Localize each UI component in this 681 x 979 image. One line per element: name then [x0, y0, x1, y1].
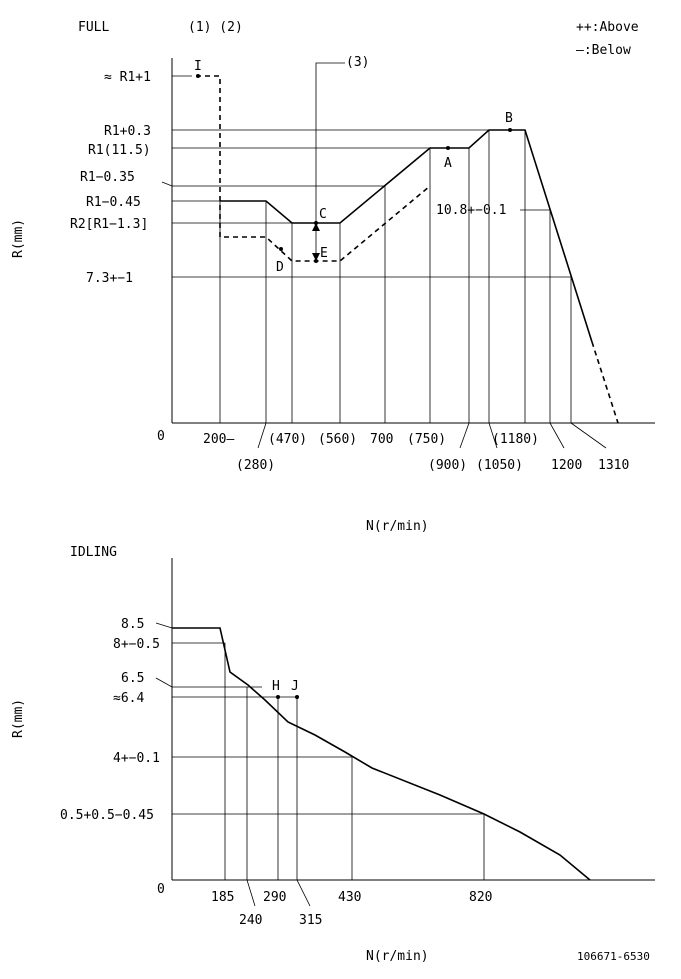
point-h-label: H: [272, 679, 280, 694]
leader-1310: [570, 422, 607, 449]
full-title: FULL: [78, 20, 109, 35]
full-notes: (1) (2): [188, 20, 243, 35]
full-curve-dashed-tail: [591, 341, 619, 424]
point-b-label: B: [505, 111, 513, 126]
point-e-label: E: [320, 246, 328, 261]
point-j-label: J: [291, 679, 299, 694]
right-label-10-8: 10.8+−0.1: [436, 203, 506, 218]
x-label-1310: 1310: [598, 458, 629, 473]
point-b-dot: [508, 128, 512, 132]
x-label-200: 200—: [203, 432, 234, 447]
idle-x-label-820: 820: [469, 890, 492, 905]
idle-y-label-0-5: 0.5+0.5−0.45: [60, 808, 154, 823]
e-arrow-down: [312, 253, 320, 261]
x-label-750: (750): [407, 432, 446, 447]
x-label-1200: 1200: [551, 458, 582, 473]
idle-x-label-185: 185: [211, 890, 234, 905]
x-label-560: (560): [318, 432, 357, 447]
leader-note-3: [315, 62, 345, 223]
y-label-r1-plus-0-3: R1+0.3: [104, 124, 151, 139]
legend-above: ++:Above: [576, 20, 639, 35]
x-label-1180: (1180): [492, 432, 539, 447]
point-e-dot: [314, 259, 318, 263]
doc-id: 106671-6530: [577, 950, 650, 963]
x-label-900: (900): [428, 458, 467, 473]
point-j-dot: [295, 695, 299, 699]
idling-y-label: R(mm): [11, 699, 26, 738]
leader-1200: [549, 422, 565, 449]
y-label-r2: R2[R1−1.3]: [70, 217, 148, 232]
point-d-dot: [279, 247, 283, 251]
leader-1050: [488, 422, 498, 449]
x-label-470: (470): [268, 432, 307, 447]
point-d-label: D: [276, 260, 284, 275]
idle-x-label-315: 315: [299, 913, 322, 928]
y-label-7-3: 7.3+−1: [86, 271, 133, 286]
legend-below: —:Below: [576, 43, 631, 58]
point-h-dot: [276, 695, 280, 699]
point-i-label: I: [194, 59, 202, 74]
point-a-label: A: [444, 156, 452, 171]
x-label-700: 700: [370, 432, 393, 447]
point-i-dot: [196, 74, 200, 78]
idle-x-label-430: 430: [338, 890, 361, 905]
idle-x-label-290: 290: [263, 890, 286, 905]
full-curve-dashed: [196, 75, 431, 262]
idle-y-label-8: 8+−0.5: [113, 637, 160, 652]
full-zero-label: 0: [157, 429, 165, 444]
idling-zero-label: 0: [157, 882, 165, 897]
point-c-dot: [314, 221, 318, 225]
x-label-280: (280): [236, 458, 275, 473]
idle-y-label-4: 4+−0.1: [113, 751, 160, 766]
full-curve-solid: [220, 129, 593, 343]
idle-x-label-240: 240: [239, 913, 262, 928]
idle-ref-6-5: [155, 677, 262, 688]
full-x-label: N(r/min): [366, 519, 429, 534]
idling-curve: [172, 627, 591, 881]
idle-leader-315: [296, 879, 311, 907]
point-a-dot: [446, 146, 450, 150]
idle-y-label-6-5: 6.5: [121, 671, 144, 686]
y-label-r1: R1(11.5): [88, 143, 151, 158]
idling-title: IDLING: [70, 545, 117, 560]
idle-y-label-8-5: 8.5: [121, 617, 144, 632]
idle-y-label-6-4: ≈6.4: [113, 691, 144, 706]
e-arrow-up: [312, 223, 320, 231]
note-3: (3): [346, 55, 369, 70]
leader-280: [257, 422, 267, 449]
y-label-r1-minus-0-35: R1−0.35: [80, 170, 135, 185]
leader-900: [459, 422, 470, 449]
full-chart: FULL (1) (2) ++:Above —:Below 0 R(mm) N(…: [11, 20, 655, 534]
y-label-r1-minus-0-45: R1−0.45: [86, 195, 141, 210]
idling-chart: IDLING 0 R(mm) N(r/min) H J 8.5 8+−0.5 6…: [11, 545, 655, 964]
idle-leader-240: [246, 879, 256, 907]
y-label-r1-plus-1: ≈ R1+1: [104, 70, 151, 85]
full-y-label: R(mm): [11, 219, 26, 258]
x-label-1050: (1050): [476, 458, 523, 473]
idling-x-label: N(r/min): [366, 949, 429, 964]
point-c-label: C: [319, 207, 327, 222]
ref-line-r1-minus-0-35: [161, 181, 385, 187]
